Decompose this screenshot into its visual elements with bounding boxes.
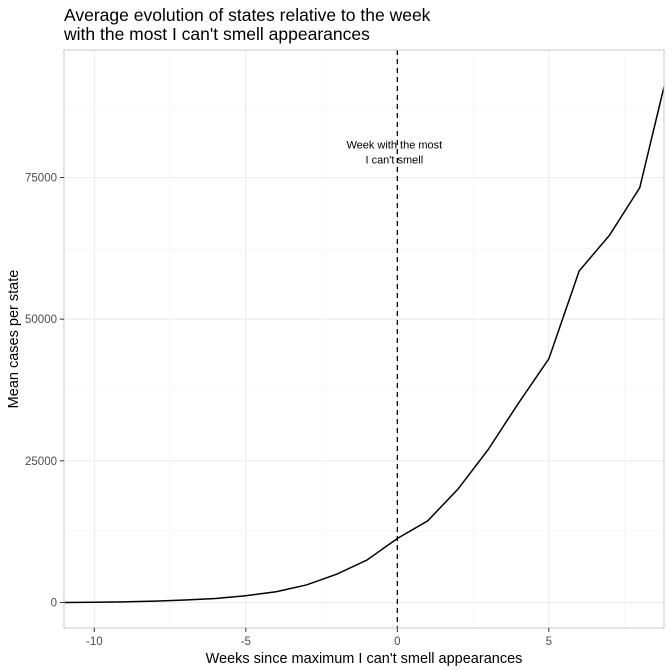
y-tick-label: 50000 [25,314,57,326]
y-axis-title: Mean cases per state [6,270,22,409]
y-tick-label: 75000 [25,173,57,185]
series-layer [63,86,665,604]
annotation-line-1: Week with the most [346,140,442,152]
plot-panel-border [63,49,665,629]
x-axis-title: Weeks since maximum I can't smell appear… [206,651,523,667]
x-tick-label: -5 [241,636,251,648]
annotation-line-2: I can't smell [365,154,423,166]
chart-title-line-2: with the most I can't smell appearances [63,24,370,44]
grid [64,50,664,628]
x-tick-label: 5 [546,636,552,648]
axes: -10 -5 0 5 0 25000 50000 75000 [25,173,552,649]
chart-title-line-1: Average evolution of states relative to … [64,5,431,25]
x-tick-label: -10 [86,636,103,648]
annotation-layer: Week with the most I can't smell [346,140,442,167]
series-line [63,86,665,604]
y-tick-label: 0 [51,598,57,610]
x-tick-label: 0 [394,636,400,648]
y-tick-label: 25000 [25,456,57,468]
